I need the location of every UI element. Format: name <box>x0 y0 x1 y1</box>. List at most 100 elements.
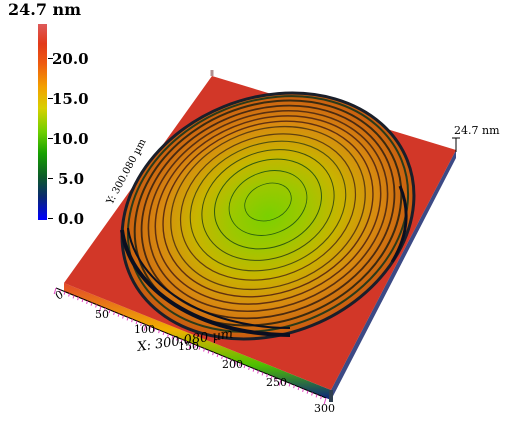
x-axis-tick <box>198 346 201 350</box>
x-axis-tick <box>176 337 178 341</box>
x-axis-tick <box>284 381 286 385</box>
colorbar-tick <box>48 178 53 179</box>
lens-edge-shadow <box>120 229 291 337</box>
lens-ring <box>120 91 416 341</box>
lens-ring <box>179 133 357 281</box>
x-axis-tick <box>158 330 160 334</box>
x-axis-tick <box>275 377 277 381</box>
lens-ring <box>140 104 396 320</box>
x-axis-tick <box>113 311 115 315</box>
x-axis-tick <box>108 309 111 314</box>
x-axis-tick <box>239 363 241 367</box>
colorbar-tick <box>48 98 53 99</box>
x-axis-ticks <box>53 287 327 405</box>
x-axis-tick <box>320 396 322 400</box>
x-axis-tick <box>72 295 75 299</box>
x-axis-tick <box>221 355 223 359</box>
x-axis-tick <box>162 331 165 336</box>
x-axis-tick <box>252 368 255 372</box>
x-tick-label: 0 <box>53 288 66 303</box>
x-axis-tick <box>68 293 70 297</box>
x-axis-tick <box>203 348 205 352</box>
x-axis-tick <box>104 308 106 312</box>
lens-ring <box>189 140 347 272</box>
x-axis-tick <box>95 304 97 308</box>
x-axis-tick <box>293 385 295 389</box>
x-axis-tick <box>53 287 57 295</box>
x-axis-tick <box>270 375 273 380</box>
x-axis-tick <box>77 297 79 301</box>
x-axis-tick <box>302 388 304 392</box>
x-axis-tick <box>153 328 156 332</box>
colorbar-tick <box>48 218 53 219</box>
x-axis-tick <box>216 353 219 358</box>
x-axis-tick <box>117 313 120 317</box>
x-axis-tick <box>225 357 228 361</box>
colorbar-tick-label: 20.0 <box>52 50 89 68</box>
x-tick-label: 50 <box>95 308 109 321</box>
x-axis-tick <box>167 333 169 337</box>
colorbar-tick-label: 15.0 <box>52 90 89 108</box>
lens-ring <box>170 125 366 291</box>
substrate-right-edge <box>331 150 456 400</box>
x-axis-tick <box>149 326 151 330</box>
x-axis-tick <box>266 374 268 378</box>
x-tick-label: 250 <box>266 376 287 389</box>
lens-edge-shadow <box>390 185 408 263</box>
x-tick-label: 150 <box>178 340 199 353</box>
colorbar-tick-label: 5.0 <box>58 170 85 188</box>
x-axis-tick <box>261 372 264 376</box>
lens-ring <box>214 158 322 250</box>
x-tick-label: 300 <box>314 402 335 415</box>
colorbar-tick <box>48 58 53 59</box>
x-axis-tick <box>86 300 88 304</box>
lens-ring <box>201 149 335 261</box>
x-axis-tick <box>131 319 133 323</box>
colorbar <box>38 24 47 220</box>
x-axis-tick <box>257 370 259 374</box>
x-tick-label: 100 <box>134 323 155 336</box>
x-axis-tick <box>135 320 138 325</box>
x-axis-tick <box>315 394 318 398</box>
x-axis-tick <box>140 322 142 326</box>
x-axis-tick <box>278 379 282 386</box>
x-axis-tick <box>288 383 291 387</box>
colorbar-tick-label: 0.0 <box>58 210 85 228</box>
x-axis-tick <box>212 352 214 356</box>
x-axis-tick <box>59 289 61 293</box>
lens-ring <box>147 109 389 313</box>
x-axis-tick <box>98 306 102 313</box>
x-axis-tick <box>185 341 187 345</box>
x-axis-tick <box>243 364 246 369</box>
x-axis-tick <box>188 342 192 350</box>
diffractive-lens <box>120 91 416 341</box>
x-axis-tick <box>90 302 93 306</box>
lens-ring <box>228 170 308 236</box>
x-axis-tick <box>194 344 196 348</box>
x-axis-tick <box>126 317 129 321</box>
x-axis-tick <box>248 366 250 370</box>
lens-ring <box>162 120 374 298</box>
colorbar-max-label: 24.7 nm <box>8 0 82 19</box>
x-tick-label: 200 <box>222 358 243 371</box>
x-axis-tick <box>63 291 66 295</box>
x-axis-tick <box>323 397 327 405</box>
colorbar-tick <box>48 138 53 139</box>
lens-edge-shadow <box>127 227 291 329</box>
x-axis-tick <box>207 350 210 354</box>
x-axis-tick <box>171 335 174 339</box>
x-axis-tick <box>122 315 124 319</box>
lens-ring <box>133 99 403 327</box>
z-max-label: 24.7 nm <box>454 124 500 137</box>
x-axis-tick <box>297 386 300 391</box>
colorbar-tick-label: 10.0 <box>52 130 89 148</box>
x-axis-tick <box>306 390 309 394</box>
x-axis-tick <box>180 339 183 343</box>
lens-ring <box>244 182 292 222</box>
lens-ring <box>154 115 382 305</box>
x-axis-tick <box>143 324 147 331</box>
x-axis-tick <box>311 392 313 396</box>
substrate-front-edge <box>64 283 331 400</box>
x-axis-tick <box>81 298 84 303</box>
